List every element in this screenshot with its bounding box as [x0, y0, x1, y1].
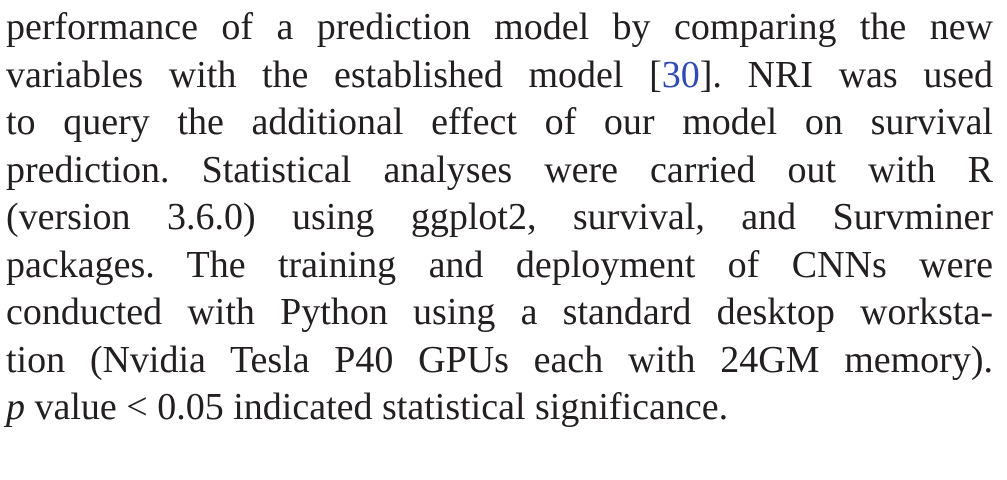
- text-line-1: performance of a prediction model by com…: [6, 6, 993, 48]
- text-line-2: variables with the established model [30…: [6, 52, 993, 100]
- text-segment: value < 0.05 indicated statistical signi…: [25, 386, 729, 428]
- methods-paragraph: performance of a prediction model by com…: [6, 4, 993, 432]
- citation-link-30[interactable]: 30: [661, 53, 700, 96]
- text-line-8: tion (Nvidia Tesla P40 GPUs each with 24…: [6, 338, 993, 381]
- text-line-5: (version 3.6.0) using ggplot2, survival,…: [6, 196, 993, 238]
- text-line-6: packages. The training and deployment of…: [6, 243, 993, 286]
- text-segment: ]. NRI was used: [699, 53, 993, 96]
- text-segment: variables with the established model [: [6, 53, 662, 96]
- p-value-variable: p: [6, 386, 25, 428]
- text-line-9: p value < 0.05 indicated statistical sig…: [6, 384, 993, 432]
- text-line-7: conducted with Python using a standard d…: [6, 291, 993, 333]
- text-line-3: to query the additional effect of our mo…: [6, 101, 993, 143]
- text-line-4: prediction. Statistical analyses were ca…: [6, 148, 993, 191]
